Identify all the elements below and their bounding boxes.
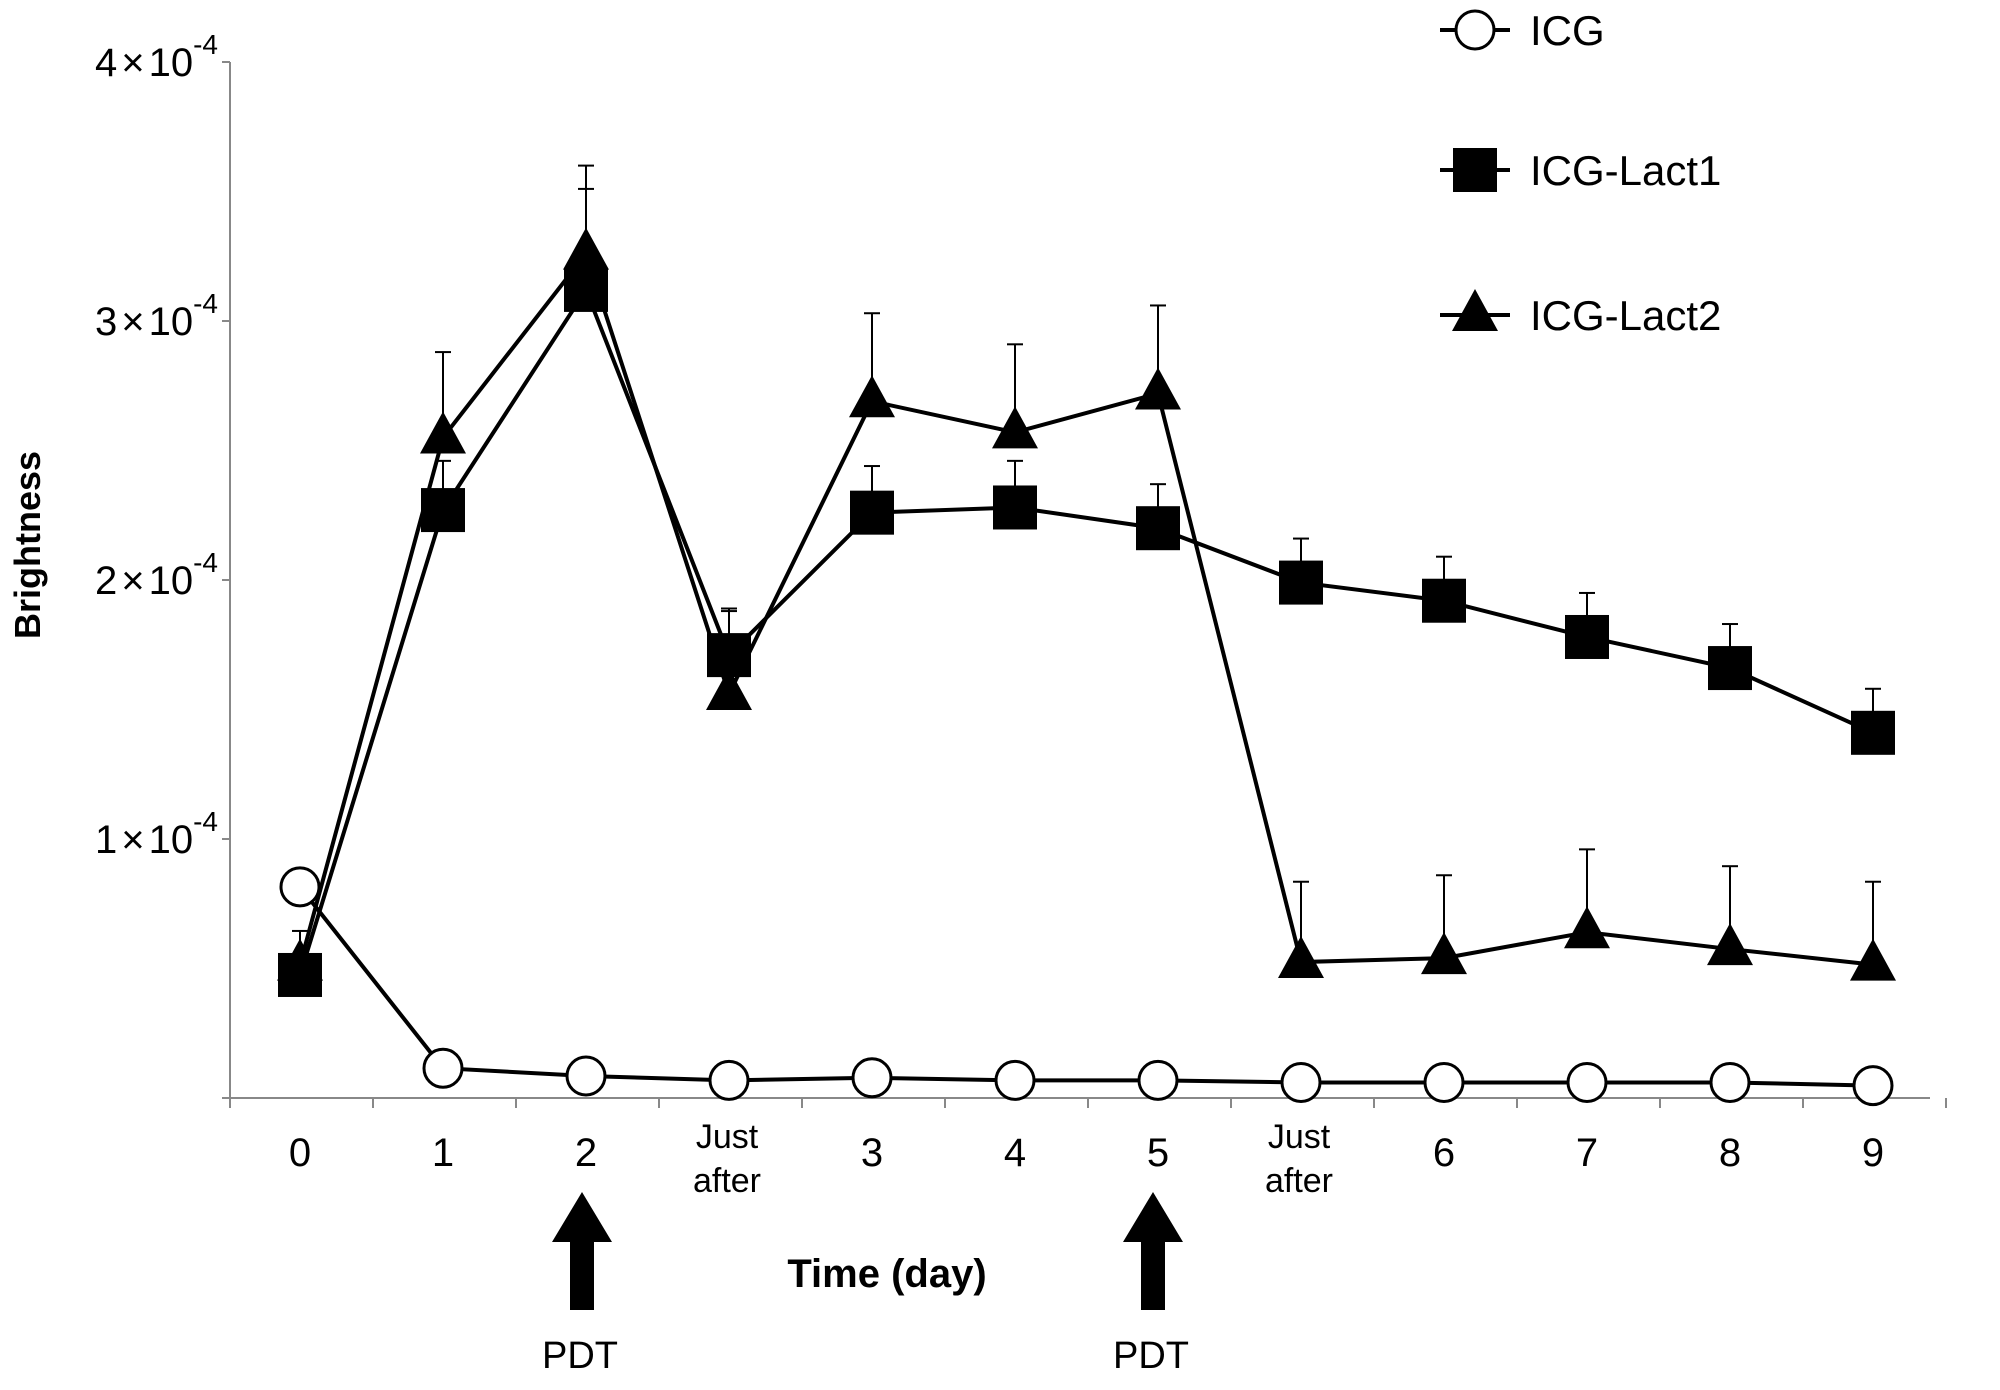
y-tick-label: 3 × 10-4 [95, 288, 218, 344]
y-tick-base: 10 [149, 559, 194, 603]
x-tick-label: 1 [432, 1131, 454, 1175]
data-point [1421, 932, 1467, 975]
series-icg [279, 866, 1894, 1107]
data-point [277, 938, 323, 981]
data-point [1280, 1061, 1322, 1103]
legend-item-icg-lact2: ICG-Lact2 [1440, 289, 1721, 339]
data-point [1422, 578, 1466, 623]
data-point [1852, 1065, 1894, 1107]
y-tick-times: × [121, 818, 144, 862]
y-tick-mantissa: 2 [95, 559, 117, 603]
y-tick-times: × [121, 41, 144, 85]
data-point [1707, 923, 1753, 966]
series-line [298, 249, 1874, 967]
legend: ICG ICG-Lact1 ICG-Lact2 [1440, 7, 1721, 339]
data-point [706, 667, 752, 710]
data-point [422, 1047, 464, 1089]
x-tick-label-line: Just [696, 1118, 759, 1156]
y-tick-times: × [121, 300, 144, 344]
y-tick-mantissa: 3 [95, 300, 117, 344]
x-tick-label: 4 [1004, 1131, 1026, 1175]
x-axis-label: Time (day) [787, 1252, 986, 1296]
y-tick-times: × [121, 559, 144, 603]
pdt-annotation: PDT [542, 1192, 618, 1377]
x-tick-label: 3 [861, 1131, 883, 1175]
x-tick-label: 7 [1576, 1131, 1598, 1175]
series-icg-lact2 [277, 164, 1896, 981]
y-tick-exponent: -4 [193, 547, 218, 578]
x-tick-label-line: after [1265, 1162, 1333, 1200]
data-point [420, 411, 466, 454]
series-line [298, 285, 1874, 976]
legend-label: ICG [1530, 7, 1605, 54]
x-tick-label: 5 [1147, 1131, 1169, 1175]
y-tick-base: 10 [149, 41, 194, 85]
x-tick-label-line: Just [1268, 1118, 1331, 1156]
legend-label: ICG-Lact2 [1530, 292, 1721, 339]
data-point [1564, 906, 1610, 949]
up-arrow-icon [1123, 1192, 1183, 1310]
y-tick-label: 4 × 10-4 [95, 29, 218, 85]
axes [222, 61, 1947, 1108]
x-tick-label: Just after [1265, 1118, 1333, 1200]
x-tick-label: 9 [1862, 1131, 1884, 1175]
data-point [1137, 1059, 1179, 1101]
data-point [1279, 560, 1323, 605]
y-tick-exponent: -4 [193, 288, 218, 319]
y-tick-mantissa: 4 [95, 41, 117, 85]
legend-item-icg-lact1: ICG-Lact1 [1440, 147, 1721, 194]
legend-marker [1453, 148, 1497, 192]
data-point [1565, 614, 1609, 659]
series-line [298, 885, 1874, 1088]
data-point [994, 1059, 1036, 1101]
series-layer [277, 164, 1896, 1107]
data-point [708, 1059, 750, 1101]
data-point [563, 227, 609, 270]
x-tick-label: 0 [289, 1131, 311, 1175]
data-point [993, 485, 1037, 530]
x-tick-label: 6 [1433, 1131, 1455, 1175]
data-point [1709, 1061, 1751, 1103]
annotations: PDT PDT [542, 1192, 1189, 1377]
data-point [1136, 506, 1180, 551]
pdt-label: PDT [1113, 1335, 1189, 1377]
legend-item-icg: ICG [1440, 7, 1605, 54]
data-point [1423, 1061, 1465, 1103]
data-point [565, 1055, 607, 1097]
data-point [1135, 367, 1181, 410]
data-point [992, 406, 1038, 449]
y-tick-exponent: -4 [193, 806, 218, 837]
x-tick-label: 8 [1719, 1131, 1741, 1175]
y-tick-exponent: -4 [193, 29, 218, 60]
legend-label: ICG-Lact1 [1530, 147, 1721, 194]
y-tick-label: 2 × 10-4 [95, 547, 218, 603]
legend-marker [1452, 289, 1498, 331]
x-tick-label-line: after [693, 1162, 761, 1200]
data-point [850, 490, 894, 535]
data-point [279, 866, 321, 908]
data-point [1851, 710, 1895, 755]
legend-marker [1454, 9, 1496, 51]
data-point [1708, 646, 1752, 691]
pdt-label: PDT [542, 1335, 618, 1377]
y-tick-label: 1 × 10-4 [95, 806, 218, 862]
data-point [1566, 1061, 1608, 1103]
data-point [1850, 938, 1896, 981]
x-tick-label: 2 [575, 1131, 597, 1175]
data-point [1278, 936, 1324, 979]
y-tick-base: 10 [149, 300, 194, 344]
up-arrow-icon [552, 1192, 612, 1310]
y-axis-label: Brightness [7, 451, 48, 639]
x-tick-labels: 0 1 2 Just after 3 4 5 Just after 6 7 8 9 [289, 1118, 1884, 1200]
y-tick-base: 10 [149, 818, 194, 862]
data-point [849, 375, 895, 418]
x-tick-label: Just after [693, 1118, 761, 1200]
data-point [851, 1057, 893, 1099]
y-tick-labels: 1 × 10-42 × 10-43 × 10-44 × 10-4 [95, 29, 218, 862]
pdt-annotation: PDT [1113, 1192, 1189, 1377]
y-tick-mantissa: 1 [95, 818, 117, 862]
